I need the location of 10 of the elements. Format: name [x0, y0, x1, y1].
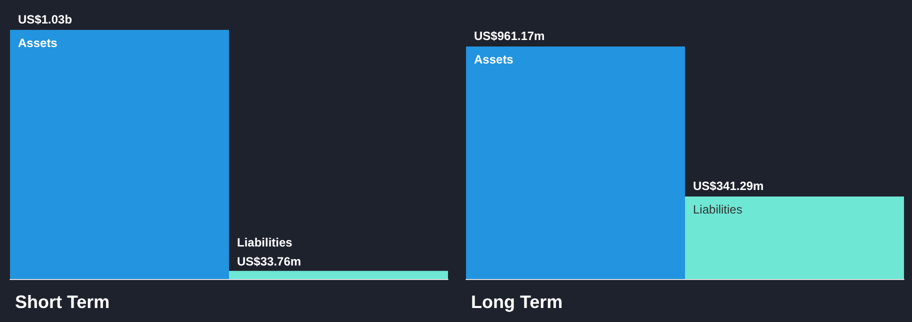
x-tick-label: Liabilities [237, 235, 293, 250]
text: Long Term [471, 292, 563, 312]
data-label: US$961.17m [474, 29, 545, 44]
x-tick-label: Assets [474, 52, 514, 67]
data-label: US$33.76m [237, 254, 302, 268]
data-label: US$341.29m [693, 178, 764, 193]
text: Short Term [15, 292, 110, 312]
x-tick-label: Assets [18, 36, 58, 50]
data-label: US$1.03b [18, 12, 72, 26]
x-tick-label: Liabilities [693, 202, 742, 216]
